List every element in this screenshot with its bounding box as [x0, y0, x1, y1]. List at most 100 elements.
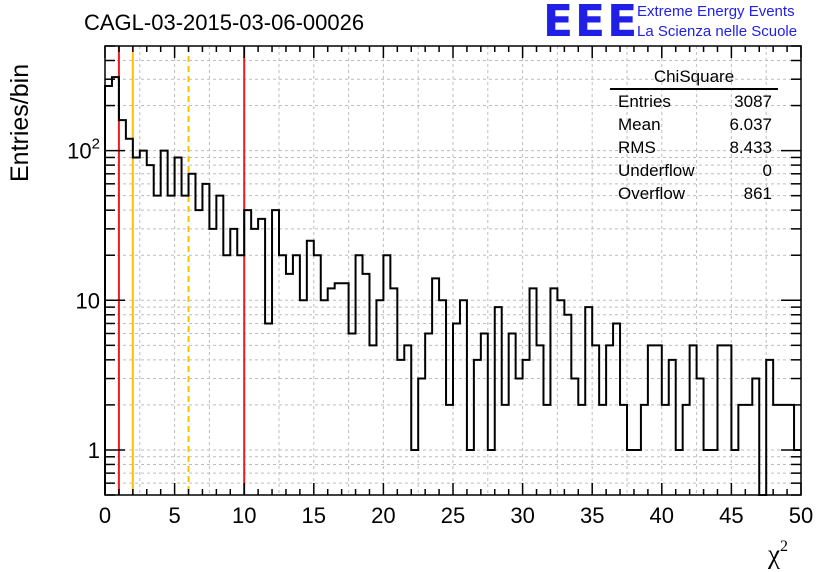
histogram-bin: [439, 300, 446, 495]
histogram-bin: [363, 274, 370, 495]
stats-label: RMS: [618, 138, 656, 157]
chart-title: CAGL-03-2015-03-06-00026: [84, 10, 365, 35]
histogram-bin: [606, 345, 613, 495]
histogram-bin: [376, 300, 383, 495]
histogram-bin: [328, 288, 335, 495]
histogram-bin: [209, 229, 216, 495]
histogram-bin: [613, 323, 620, 495]
x-tick-label: 0: [99, 503, 111, 528]
histogram-bin: [502, 405, 509, 495]
histogram-bin: [202, 184, 209, 495]
histogram-bin: [258, 219, 265, 495]
histogram-bin: [195, 210, 202, 495]
histogram-bin: [133, 157, 140, 495]
x-axis-label-symbol: χ: [768, 539, 780, 569]
stats-row-overflow: Overflow 861: [610, 182, 778, 205]
histogram-bin: [557, 300, 564, 495]
stats-row-underflow: Underflow 0: [610, 159, 778, 182]
x-axis-ticks: 0 5 10 15 20 25 30 35 40 45 50: [99, 46, 813, 528]
histogram-bin: [766, 360, 773, 495]
histogram-bin: [140, 151, 147, 495]
histogram-bin: [216, 196, 223, 495]
histogram-bin: [279, 255, 286, 495]
histogram-bin: [230, 229, 237, 495]
histogram-bin: [369, 345, 376, 495]
x-tick-label: 45: [719, 503, 743, 528]
histogram-bin: [620, 405, 627, 495]
histogram-bin: [724, 345, 731, 495]
stats-label: Underflow: [618, 161, 695, 180]
histogram-bin: [161, 151, 168, 495]
stats-row-entries: Entries 3087: [610, 90, 778, 113]
histogram-bin: [467, 450, 474, 495]
histogram-bin: [745, 405, 752, 495]
histogram-bin: [119, 120, 126, 495]
y-tick-label: 10: [76, 288, 100, 313]
histogram-bin: [599, 405, 606, 495]
histogram-bin: [425, 333, 432, 495]
histogram-bin: [509, 333, 516, 495]
stats-value: 861: [743, 184, 772, 203]
histogram-bin: [550, 288, 557, 495]
histogram-bin: [237, 255, 244, 495]
y-tick-label-exponent: 2: [92, 136, 100, 153]
histogram-bin: [731, 450, 738, 495]
stats-label: Overflow: [618, 184, 686, 203]
stats-value: 6.037: [729, 115, 772, 134]
histogram-bin: [564, 315, 571, 495]
histogram-bin: [690, 345, 697, 495]
histogram-bin: [523, 360, 530, 495]
histogram-bin: [314, 255, 321, 495]
histogram-bin: [272, 210, 279, 495]
x-tick-label: 30: [510, 503, 534, 528]
stats-value: 8.433: [729, 138, 772, 157]
histogram-bin: [648, 345, 655, 495]
x-tick-label: 50: [789, 503, 813, 528]
x-tick-label: 20: [371, 503, 395, 528]
histogram-bin: [711, 450, 718, 495]
histogram-bin: [168, 196, 175, 495]
histogram-bin: [321, 300, 328, 495]
histogram-bin: [251, 229, 258, 495]
y-axis-label: Entries/bin: [6, 63, 34, 182]
histogram-bin: [704, 450, 711, 495]
logo-line-1: Extreme Energy Events: [637, 3, 795, 20]
x-tick-label: 40: [650, 503, 674, 528]
histogram-bin: [404, 345, 411, 495]
y-tick-label: 102: [67, 136, 100, 164]
histogram-bin: [481, 333, 488, 495]
x-axis-label: χ2: [768, 538, 788, 570]
histogram-bin: [592, 345, 599, 495]
histogram-bin: [578, 405, 585, 495]
histogram-bin: [530, 288, 537, 495]
histogram-bin: [460, 300, 467, 495]
histogram-bin: [383, 255, 390, 495]
histogram-bin: [495, 307, 502, 495]
histogram-bin: [516, 379, 523, 495]
x-tick-label: 5: [168, 503, 180, 528]
histogram-bin: [189, 174, 196, 495]
stats-label: Entries: [618, 92, 671, 111]
histogram-bin: [300, 300, 307, 495]
histogram-bin: [397, 360, 404, 495]
histogram-bin: [307, 241, 314, 495]
histogram-bin: [453, 323, 460, 495]
stats-row-rms: RMS 8.433: [610, 136, 778, 159]
histogram-bin: [147, 165, 154, 495]
histogram-bin: [418, 379, 425, 495]
histogram-bin: [411, 450, 418, 495]
x-tick-label: 10: [232, 503, 256, 528]
histogram-bin: [738, 405, 745, 495]
histogram-bin: [356, 255, 363, 495]
histogram-bin: [655, 345, 662, 495]
histogram-bin: [265, 323, 272, 495]
histogram-bin: [286, 274, 293, 495]
histogram-bin: [697, 379, 704, 495]
histogram-bin: [223, 255, 230, 495]
histogram-bin: [634, 450, 641, 495]
histogram-bin: [773, 405, 780, 495]
histogram-bin: [571, 379, 578, 495]
histogram-bin: [669, 360, 676, 495]
histogram-bin: [752, 379, 759, 495]
